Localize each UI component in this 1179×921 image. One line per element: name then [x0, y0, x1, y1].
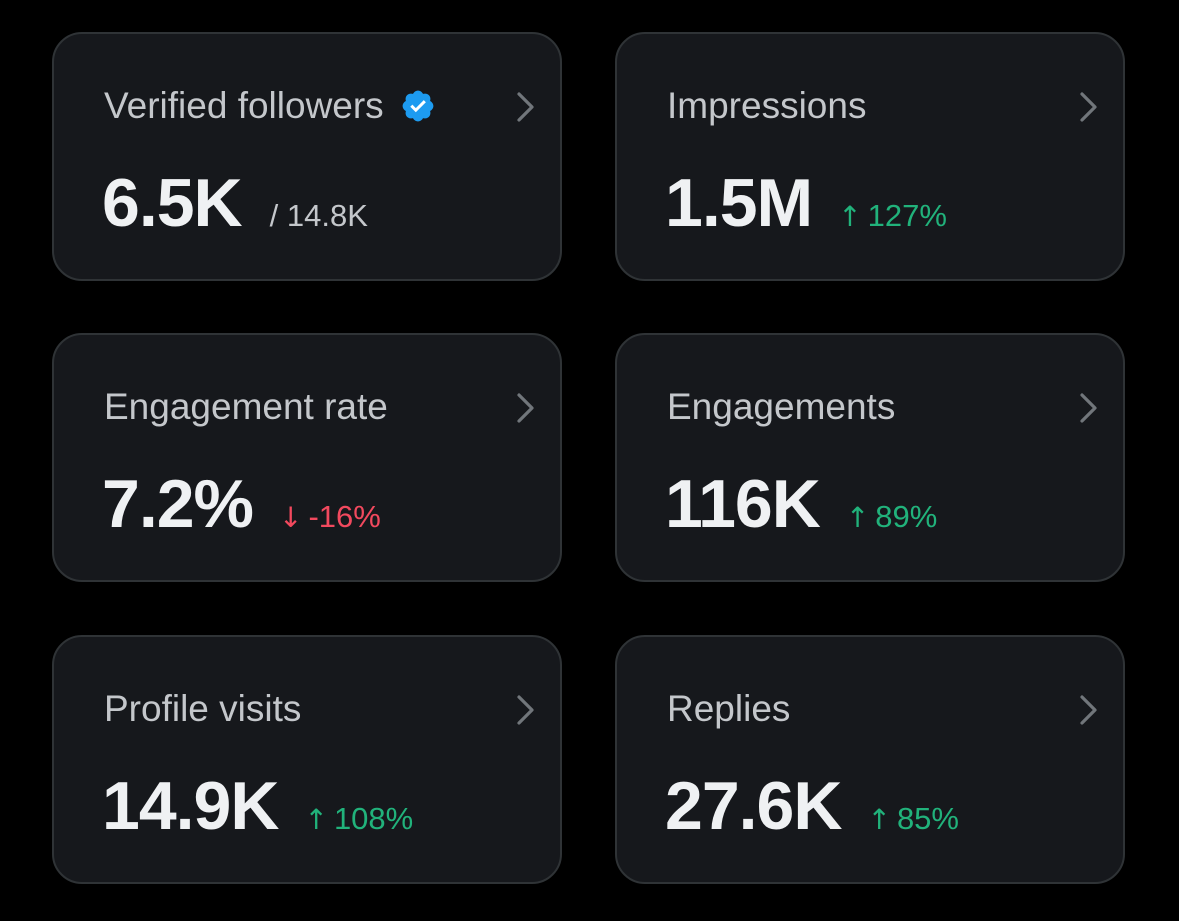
chevron-right-icon [1080, 92, 1097, 122]
chevron-right-icon [1080, 695, 1097, 725]
card-value: 6.5K [102, 165, 243, 241]
card-value-row: 116K ↑ 89% [665, 469, 937, 539]
arrow-up-icon: ↑ [304, 803, 328, 836]
card-total: / 14.8K [269, 198, 368, 233]
change-percent: 108% [333, 801, 414, 836]
card-title-text: Impressions [667, 85, 867, 126]
card-value-row: 14.9K ↑ 108% [102, 771, 413, 841]
card-replies[interactable]: Replies 27.6K ↑ 85% [615, 635, 1125, 884]
card-title: Engagements [667, 385, 895, 429]
card-profile-visits[interactable]: Profile visits 14.9K ↑ 108% [52, 635, 562, 884]
card-value-row: 6.5K / 14.8K [102, 168, 368, 238]
card-title: Replies [667, 687, 790, 731]
card-title-text: Engagement rate [104, 386, 388, 427]
verified-badge-icon [402, 90, 434, 122]
change-indicator: ↑ 127% [838, 198, 947, 234]
card-title-text: Replies [667, 688, 791, 729]
card-value: 27.6K [665, 768, 842, 844]
chevron-right-icon [1080, 393, 1097, 423]
arrow-up-icon: ↑ [838, 200, 862, 233]
card-value: 14.9K [102, 768, 279, 844]
card-value: 116K [665, 466, 821, 542]
change-indicator: ↑ 85% [867, 801, 959, 837]
card-value: 1.5M [665, 165, 813, 241]
chevron-right-icon [517, 695, 534, 725]
card-verified-followers[interactable]: Verified followers 6.5K / 14.8K [52, 32, 562, 281]
arrow-up-icon: ↑ [867, 803, 891, 836]
change-percent: 89% [875, 499, 938, 534]
card-title-text: Verified followers [104, 85, 384, 126]
card-impressions[interactable]: Impressions 1.5M ↑ 127% [615, 32, 1125, 281]
change-percent: 85% [896, 801, 959, 836]
card-title-text: Engagements [667, 386, 896, 427]
card-value-row: 7.2% ↓ -16% [102, 469, 381, 539]
chevron-right-icon [517, 393, 534, 423]
change-percent: 127% [867, 198, 947, 233]
change-percent: -16% [308, 499, 381, 534]
arrow-up-icon: ↑ [845, 501, 870, 534]
change-indicator: ↑ 108% [304, 801, 413, 837]
card-value-row: 1.5M ↑ 127% [665, 168, 947, 238]
card-engagement-rate[interactable]: Engagement rate 7.2% ↓ -16% [52, 333, 562, 582]
change-indicator: ↓ -16% [279, 499, 381, 535]
arrow-down-icon: ↓ [279, 501, 303, 534]
change-indicator: ↑ 89% [846, 499, 938, 535]
card-engagements[interactable]: Engagements 116K ↑ 89% [615, 333, 1125, 582]
card-title: Profile visits [104, 687, 301, 731]
card-value-row: 27.6K ↑ 85% [665, 771, 959, 841]
card-title: Impressions [667, 84, 866, 128]
card-title: Engagement rate [104, 385, 388, 429]
chevron-right-icon [517, 92, 534, 122]
card-title: Verified followers [104, 84, 436, 128]
card-title-text: Profile visits [104, 688, 302, 729]
card-value: 7.2% [102, 466, 254, 542]
